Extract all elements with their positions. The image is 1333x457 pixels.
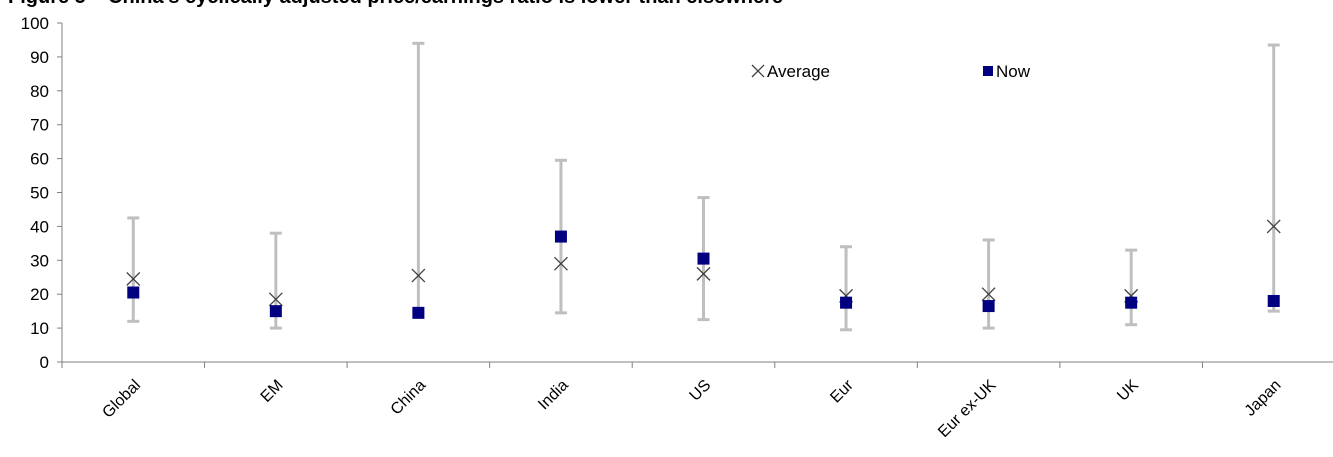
y-tick-label: 30 [30, 251, 49, 270]
axes: 0 10 20 30 40 50 60 70 80 90 100 Global EM China India… [21, 14, 1333, 441]
legend: Average Now [751, 62, 1031, 81]
x-tick-label: EM [258, 377, 287, 406]
y-tick-label: 0 [40, 353, 49, 372]
y-tick-label: 50 [30, 184, 49, 203]
markers [126, 219, 1281, 319]
x-tick-label: India [535, 377, 572, 414]
legend-average-icon [751, 64, 765, 78]
x-tick-label: Eur ex-UK [935, 377, 999, 441]
legend-now-icon [983, 66, 993, 76]
x-stroke [696, 266, 711, 281]
average-marker [981, 287, 996, 302]
now-marker [697, 252, 710, 265]
now-marker [1267, 294, 1280, 307]
now-marker [1125, 296, 1138, 309]
x-tick-label: US [687, 377, 715, 405]
chart-title: Figure 5 – China's cyclically adjusted p… [8, 0, 783, 9]
x-tick-label: Japan [1242, 377, 1285, 420]
x-stroke [553, 256, 568, 271]
now-marker [982, 300, 995, 313]
y-tick-label: 40 [30, 217, 49, 236]
y-tick-label: 80 [30, 82, 49, 101]
legend-now-label: Now [996, 62, 1031, 81]
range-bars [127, 41, 1280, 332]
average-marker [126, 271, 141, 286]
x-tick-label: Global [99, 377, 144, 422]
x-tick-label: China [388, 377, 430, 419]
x-stroke [126, 271, 141, 286]
now-marker [554, 230, 567, 243]
average-marker [553, 256, 568, 271]
y-tick-label: 100 [21, 14, 49, 33]
x-stroke [751, 64, 765, 78]
x-tick-label: Eur [827, 376, 857, 406]
now-marker [840, 296, 853, 309]
average-marker [268, 292, 283, 307]
now-marker [127, 286, 140, 299]
y-tick-label: 70 [30, 116, 49, 135]
y-tick-label: 10 [30, 319, 49, 338]
now-marker [269, 305, 282, 318]
legend-average-label: Average [767, 62, 830, 81]
now-marker [412, 306, 425, 319]
x-stroke [981, 287, 996, 302]
x-stroke [268, 292, 283, 307]
y-tick-label: 20 [30, 285, 49, 304]
x-stroke [1266, 219, 1281, 234]
x-stroke [411, 268, 426, 283]
x-tick-label: UK [1114, 377, 1142, 405]
y-tick-label: 90 [30, 48, 49, 67]
average-marker [696, 266, 711, 281]
y-tick-label: 60 [30, 150, 49, 169]
average-marker [1266, 219, 1281, 234]
average-marker [411, 268, 426, 283]
